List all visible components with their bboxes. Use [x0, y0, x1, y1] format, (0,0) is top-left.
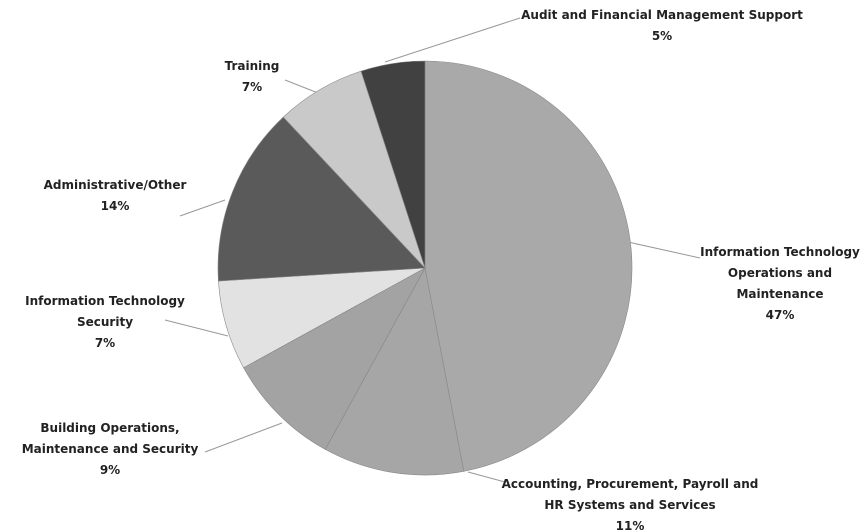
leader-lines	[164, 17, 701, 483]
category-label: Information Technology Security	[25, 294, 185, 329]
slice-label: Information Technology Operations and Ma…	[695, 242, 862, 326]
leader-line	[204, 422, 283, 453]
value-label: 9%	[99, 463, 121, 477]
leader-line	[384, 17, 521, 63]
slice-label: Audit and Financial Management Support 5%	[502, 5, 822, 47]
category-label: Audit and Financial Management Support	[521, 8, 803, 22]
value-label: 7%	[241, 80, 263, 94]
slice-label: Administrative/Other 14%	[15, 175, 215, 217]
value-label: 11%	[615, 519, 645, 531]
slice-label: Accounting, Procurement, Payroll and HR …	[495, 474, 765, 531]
value-label: 47%	[765, 308, 795, 322]
pie-slice	[424, 60, 633, 472]
value-label: 14%	[100, 199, 130, 213]
category-label: Building Operations, Maintenance and Sec…	[21, 421, 199, 456]
leader-line	[164, 319, 229, 337]
category-label: Accounting, Procurement, Payroll and HR …	[501, 477, 759, 512]
pie-slice	[324, 267, 465, 476]
leader-line	[179, 199, 226, 217]
value-label: 5%	[651, 29, 673, 43]
category-label: Administrative/Other	[43, 178, 187, 192]
leader-line	[284, 79, 319, 94]
category-label: Information Technology Operations and Ma…	[700, 245, 860, 301]
pie-slice	[243, 267, 426, 450]
pie-slice	[217, 116, 426, 282]
slice-label: Training 7%	[192, 56, 312, 98]
slice-label: Building Operations, Maintenance and Sec…	[10, 418, 210, 481]
slice-label: Information Technology Security 7%	[8, 291, 203, 354]
leader-line	[627, 241, 701, 259]
category-label: Training	[224, 59, 280, 73]
pie-slice	[360, 60, 426, 269]
leader-line	[467, 471, 506, 483]
value-label: 7%	[94, 336, 116, 350]
